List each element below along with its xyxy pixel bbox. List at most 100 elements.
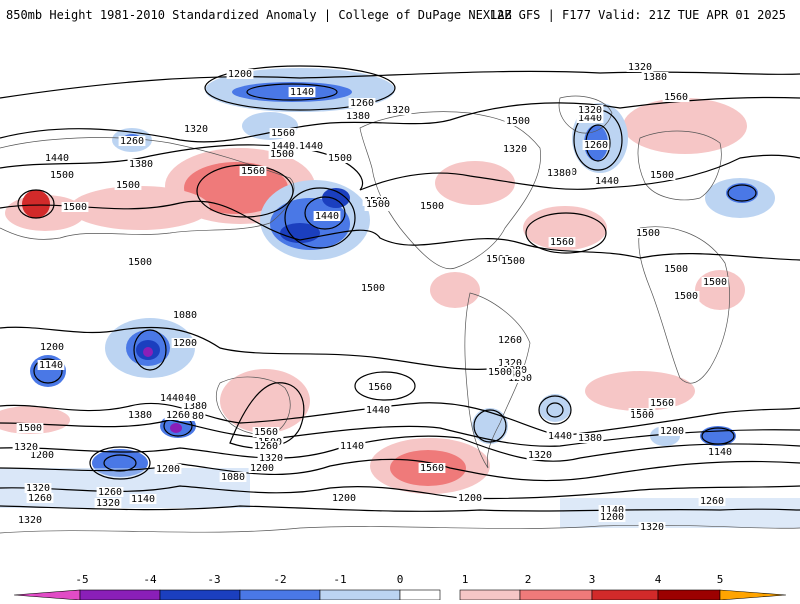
contour-label: 1260 — [166, 410, 190, 421]
contour-label-background — [634, 228, 662, 238]
greenland-coast — [558, 95, 613, 134]
colorbar: -5 -4 -3 -2 -1 0 1 2 3 4 5 — [0, 570, 800, 601]
contour-label-background — [364, 405, 392, 415]
contour-label: 1260 — [120, 136, 144, 147]
contour-label: 1440 — [160, 393, 184, 404]
contour-label-background — [252, 441, 280, 451]
positive-anomaly — [22, 190, 50, 218]
contour-label: 1440 — [45, 153, 69, 164]
contour-label: 1500 — [18, 423, 42, 434]
contour-label-background — [548, 237, 576, 247]
colorbar-tip-neg — [13, 589, 81, 601]
contour-low-pacific-inner — [304, 196, 346, 230]
contour-label: 1380 — [547, 168, 571, 179]
map-title: 850mb Height 1981-2010 Standardized Anom… — [6, 8, 512, 22]
contour-label: 1320 — [386, 105, 410, 116]
contour-low-pacific — [284, 187, 356, 249]
contour-label: 1500 — [116, 180, 140, 191]
contour-label: 1560 — [420, 463, 444, 474]
contour-label: 1560 — [271, 128, 295, 139]
contour-label-background — [641, 72, 669, 82]
contour-label: 1380 — [128, 410, 152, 421]
contour-1200-south — [0, 485, 800, 500]
colorbar-tick-label: -3 — [207, 573, 220, 586]
contour-label-background — [348, 98, 376, 108]
antarctica-coast — [0, 524, 800, 534]
contour-label: 1440 — [299, 141, 323, 152]
contour-label-background — [526, 450, 554, 460]
contour-label-background — [338, 441, 366, 451]
contour-label: 1500 — [128, 257, 152, 268]
contour-1320-south — [0, 435, 800, 462]
contour-label: 1320 — [18, 515, 42, 526]
contour-label: 1140 — [708, 447, 732, 458]
contour-label-background — [330, 493, 358, 503]
contour-label: 1200 — [156, 464, 180, 475]
contour-1500-mid — [0, 200, 800, 261]
contour-label: 1080 — [173, 310, 197, 321]
colorbar-tick-label: 0 — [397, 573, 404, 586]
negative-anomaly — [560, 498, 800, 528]
contour-label: 1320 — [528, 450, 552, 461]
contour-label: 1560 — [368, 382, 392, 393]
contour-label-background — [248, 463, 276, 473]
contour-1500-south — [0, 326, 501, 370]
contour-label: 1380 — [129, 159, 153, 170]
contour-label: 1440 — [595, 176, 619, 187]
contour-low-tibet — [17, 189, 55, 219]
contour-label: 1140 — [600, 505, 624, 516]
contour-label: 1080 — [221, 472, 245, 483]
contour-label: 1380 — [643, 72, 667, 83]
negative-anomaly — [700, 426, 736, 446]
contour-label: 1500 — [636, 228, 660, 239]
positive-anomaly — [523, 206, 607, 250]
contour-low-south-indian-inner — [103, 454, 137, 472]
contour-label: 1500 — [664, 264, 688, 275]
contour-label-background — [154, 464, 182, 474]
contour-label: 1380 — [180, 411, 204, 422]
contour-label: 1320 — [578, 105, 602, 116]
contour-low-australia-west — [33, 358, 63, 384]
contour-label-background — [698, 496, 726, 506]
colorbar-bin-pos2 — [519, 589, 593, 601]
positive-anomaly — [435, 161, 515, 205]
contour-label: 1440 — [578, 113, 602, 124]
contour-label-background — [344, 111, 372, 121]
colorbar-bin-neg1 — [319, 589, 401, 601]
contour-label: 1440 — [271, 141, 295, 152]
contour-label-background — [28, 450, 56, 460]
contour-label: 1560 — [241, 166, 265, 177]
contour-label-background — [269, 141, 297, 151]
contour-label: 1500 — [361, 283, 385, 294]
north-america-coast — [359, 111, 541, 270]
contour-label: 1320 — [628, 62, 652, 73]
contour-label: 1260 — [700, 496, 724, 507]
contour-label-background — [486, 367, 514, 377]
contour-label-background — [496, 335, 524, 345]
contour-label-background — [37, 360, 65, 370]
colorbar-tick-label: -4 — [143, 573, 157, 586]
contour-label-background — [16, 423, 44, 433]
contour-label-background — [114, 180, 142, 190]
contour-label: 1320 — [96, 498, 120, 509]
colorbar-tick-label: -2 — [273, 573, 286, 586]
positive-anomaly — [623, 98, 747, 154]
colorbar-tick-label: 1 — [462, 573, 469, 586]
colorbar-bin-pos1 — [459, 589, 521, 601]
contour-low-south-indian — [89, 446, 151, 480]
south-america-coast — [464, 292, 531, 469]
contour-label-background — [496, 358, 524, 368]
contour-label-background — [257, 453, 285, 463]
colorbar-bin-zero-neg — [399, 589, 441, 601]
contour-label: 1440 — [548, 431, 572, 442]
contour-labels: 1320138012001140126013201380144015001440… — [12, 62, 734, 533]
colorbar-tick-label: -1 — [333, 573, 346, 586]
contour-label: 1200 — [600, 512, 624, 523]
contour-label: 1260 — [254, 441, 278, 452]
contour-1560-ridge — [196, 164, 294, 218]
contour-low-south-pacific-west — [133, 329, 167, 371]
contour-label: 1500 — [50, 170, 74, 181]
map-header: 850mb Height 1981-2010 Standardized Anom… — [0, 0, 800, 28]
contour-1200-aleutian — [204, 65, 396, 111]
europe-coast — [637, 130, 722, 201]
